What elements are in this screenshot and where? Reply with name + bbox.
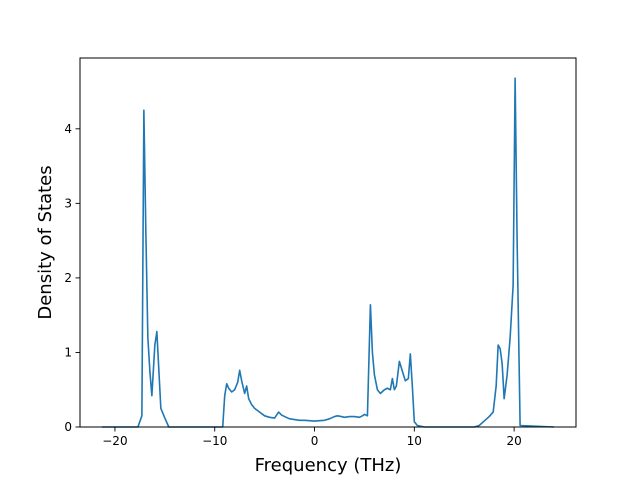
dos-series-line [101,77,555,428]
x-tick-label: 0 [311,434,319,448]
y-tick-label: 4 [64,122,72,136]
y-tick-label: 0 [64,420,72,434]
x-tick-label: 20 [506,434,521,448]
x-axis-label: Frequency (THz) [255,455,402,476]
y-axis: 0 1 2 3 4 [64,122,80,434]
y-axis-label: Density of States [35,165,56,319]
x-axis: −20 −10 0 10 20 [102,427,522,448]
y-tick-label: 1 [64,345,72,359]
y-tick-label: 3 [64,196,72,210]
y-tick-label: 2 [64,271,72,285]
plot-frame [79,57,577,428]
x-tick-label: −20 [102,434,127,448]
x-tick-label: 10 [407,434,422,448]
plot-area [101,77,555,428]
x-tick-label: −10 [202,434,227,448]
